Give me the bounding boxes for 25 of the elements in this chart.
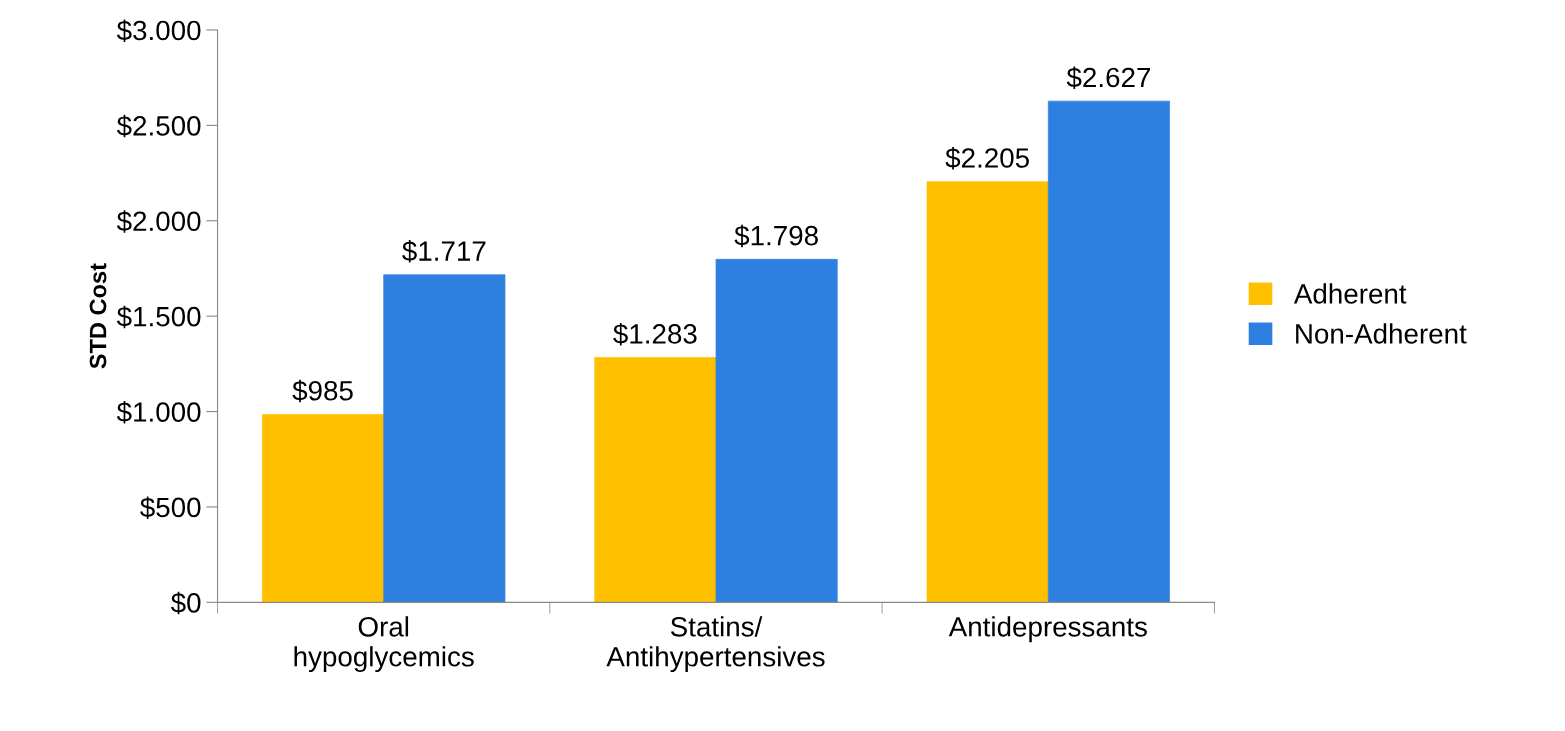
legend-label: Non-Adherent	[1296, 323, 1467, 344]
y-tick-label: $500	[140, 496, 201, 519]
data-label: $1.717	[402, 240, 486, 263]
data-label: $2.205	[945, 146, 1029, 170]
y-tick-label: $1.500	[116, 305, 201, 329]
y-tick-label: $0	[170, 591, 201, 615]
data-label: $1.798	[734, 224, 818, 248]
data-label: $2.627	[1066, 66, 1151, 89]
y-tick-label: $2.000	[116, 210, 201, 233]
y-axis-title: STD Cost	[89, 263, 107, 369]
x-tick-label: Statins/ Antihypertensives	[606, 616, 825, 673]
data-label: $985	[292, 379, 353, 403]
bar	[926, 181, 1049, 603]
bar	[262, 414, 385, 603]
bar	[383, 274, 506, 603]
x-tick-label: Oral hypoglycemics	[294, 616, 474, 673]
bar	[715, 258, 838, 603]
y-tick-label: $2.500	[116, 114, 201, 138]
y-tick-label: $1.000	[116, 401, 201, 424]
y-tick-label: $3.000	[116, 19, 201, 42]
bar	[1047, 100, 1170, 603]
data-label: $1.283	[613, 322, 697, 346]
x-tick-label: Antidepressants	[948, 616, 1147, 643]
bar	[594, 357, 717, 603]
legend-label: Adherent	[1293, 283, 1407, 304]
